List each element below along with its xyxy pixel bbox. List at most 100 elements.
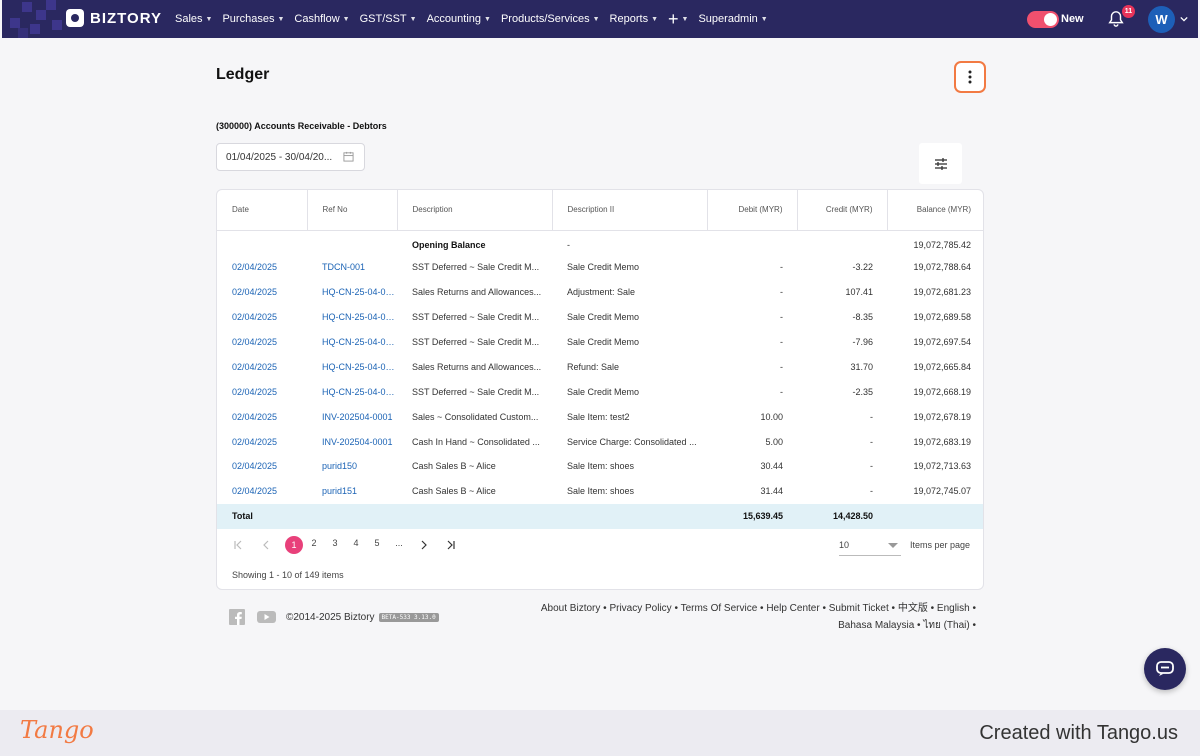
cell-desc2: Sale Credit Memo (567, 386, 640, 397)
cell-ref[interactable]: HQ-CN-25-04-0002 (322, 386, 397, 397)
footer-link-thai[interactable]: ไทย (Thai) (923, 620, 970, 631)
facebook-icon[interactable] (229, 609, 245, 625)
youtube-icon[interactable] (257, 609, 276, 625)
column-header-credit[interactable]: Credit (MYR) (797, 190, 888, 231)
column-header-date[interactable]: Date (217, 190, 308, 231)
table-row[interactable]: 02/04/2025 HQ-CN-25-04-0001 SST Deferred ~… (217, 305, 983, 330)
caret-down-icon: ▼ (484, 15, 491, 23)
cell-date[interactable]: 02/04/2025 (232, 461, 278, 472)
footer-link-submit-ticket[interactable]: Submit Ticket (828, 603, 889, 614)
footer-link-bahasa-malaysia[interactable]: Bahasa Malaysia (838, 620, 915, 631)
table-row[interactable]: 02/04/2025 HQ-CN-25-04-0001 Sales Returns … (217, 280, 983, 305)
cell-ref[interactable]: HQ-CN-25-04-0002 (322, 361, 397, 372)
new-ui-toggle[interactable] (1027, 11, 1059, 28)
biztory-logo-icon (66, 9, 84, 27)
cell-date[interactable]: 02/04/2025 (232, 486, 278, 497)
table-row[interactable]: 02/04/2025 HQ-CN-25-04-0002 SST Deferred ~… (217, 379, 983, 404)
cell-ref[interactable]: purid150 (322, 461, 358, 472)
page-5[interactable]: 5 (374, 538, 380, 548)
nav-item-superadmin[interactable]: Superadmin ▼ (693, 13, 772, 25)
cell-debit: - (780, 312, 783, 323)
caret-down-icon: ▼ (592, 15, 600, 23)
cell-balance: 19,072,678.19 (913, 411, 971, 422)
cell-date[interactable]: 02/04/2025 (232, 361, 278, 372)
caret-down-icon: ▼ (277, 15, 285, 23)
column-header-description-ii[interactable]: Description II (552, 190, 708, 231)
notification-bell-icon[interactable] (1107, 10, 1125, 28)
cell-ref[interactable]: HQ-CN-25-04-0001 (322, 312, 397, 323)
cell-date[interactable]: 02/04/2025 (232, 386, 278, 397)
column-header-description[interactable]: Description (397, 190, 553, 231)
table-row[interactable]: 02/04/2025 TDCN-001 SST Deferred ~ Sale Cr… (217, 255, 983, 280)
main-nav: Sales ▼ Purchases ▼ Cashflow ▼ GST/SST ▼ Account… (170, 0, 773, 38)
nav-item-sales[interactable]: Sales ▼ (170, 13, 217, 25)
calendar-icon[interactable] (343, 151, 354, 162)
items-per-page-select[interactable]: 10 (839, 536, 901, 556)
page-2[interactable]: 2 (311, 538, 317, 548)
opening-date (217, 230, 307, 255)
cell-date[interactable]: 02/04/2025 (232, 411, 278, 422)
cell-ref[interactable]: INV-202504-0001 (322, 436, 393, 447)
user-avatar[interactable]: W (1148, 6, 1175, 33)
cell-date[interactable]: 02/04/2025 (232, 262, 278, 273)
footer-link-help-center[interactable]: Help Center (766, 603, 820, 614)
nav-item-products-services[interactable]: Products/Services ▼ (496, 13, 605, 25)
footer-link-about-biztory[interactable]: About Biztory (540, 603, 601, 614)
showing-items-text: Showing 1 - 10 of 149 items (232, 570, 344, 580)
footer-link-terms-of-service[interactable]: Terms Of Service (680, 603, 758, 614)
cell-date[interactable]: 02/04/2025 (232, 337, 278, 347)
filter-settings-button[interactable] (919, 143, 962, 184)
nav-item-add[interactable]: + ▼ (663, 10, 693, 28)
page-ellipsis[interactable]: ... (395, 538, 403, 548)
cell-balance: 19,072,697.54 (913, 337, 971, 347)
cell-ref[interactable]: HQ-CN-25-04-0001 (322, 287, 397, 298)
nav-item-label: Purchases (222, 13, 275, 25)
table-row[interactable]: 02/04/2025 INV-202504-0001 Sales ~ Consoli… (217, 404, 983, 429)
opening-description-ii: - (567, 239, 570, 250)
page-4[interactable]: 4 (353, 538, 359, 548)
cell-date[interactable]: 02/04/2025 (232, 312, 278, 323)
cell-desc: SST Deferred ~ Sale Credit M... (412, 386, 540, 397)
cell-ref[interactable]: purid151 (322, 486, 358, 497)
cell-date[interactable]: 02/04/2025 (232, 436, 278, 447)
biztory-logo[interactable]: BIZTORY (66, 9, 162, 27)
cell-debit: - (780, 337, 783, 347)
page-1[interactable]: 1 (285, 536, 303, 554)
cell-ref[interactable]: INV-202504-0001 (322, 411, 393, 422)
footer-link-[interactable]: 中文版 (897, 603, 928, 614)
nav-item-reports[interactable]: Reports ▼ (605, 13, 663, 25)
next-page-icon[interactable] (419, 540, 429, 550)
table-row[interactable]: 02/04/2025 INV-202504-0001 Cash In Hand ~ … (217, 429, 983, 454)
cell-date[interactable]: 02/04/2025 (232, 287, 278, 298)
table-row[interactable]: 02/04/2025 HQ-CN-25-04-0001 SST Deferred ~… (217, 330, 983, 355)
cell-credit: 107.41 (845, 287, 873, 298)
column-header-debit[interactable]: Debit (MYR) (707, 190, 798, 231)
table-row[interactable]: 02/04/2025 HQ-CN-25-04-0002 Sales Returns … (217, 354, 983, 379)
cell-ref[interactable]: TDCN-001 (322, 262, 366, 273)
cell-ref[interactable]: HQ-CN-25-04-0001 (322, 337, 397, 347)
footer-link-privacy-policy[interactable]: Privacy Policy (609, 603, 672, 614)
nav-item-gst-sst[interactable]: GST/SST ▼ (355, 13, 422, 25)
table-row[interactable]: 02/04/2025 purid150 Cash Sales B ~ Alice Sa… (217, 454, 983, 479)
more-options-button[interactable] (954, 61, 986, 93)
pagination: 1 2 3 4 5... 10 Items per page (217, 528, 983, 558)
nav-item-cashflow[interactable]: Cashflow ▼ (289, 13, 354, 25)
last-page-icon[interactable] (446, 540, 456, 550)
sliders-icon (934, 157, 947, 170)
ledger-table-card: Date Ref No Description Description II D… (216, 189, 984, 590)
table-row[interactable]: 02/04/2025 purid151 Cash Sales B ~ Alice Sa… (217, 479, 983, 504)
nav-item-accounting[interactable]: Accounting ▼ (422, 13, 496, 25)
footer-link-english[interactable]: English (936, 603, 970, 614)
date-range-picker[interactable]: 01/04/2025 - 30/04/20... (216, 143, 365, 171)
column-header-ref-no[interactable]: Ref No (307, 190, 398, 231)
column-header-balance[interactable]: Balance (MYR) (887, 190, 983, 231)
nav-item-label: Superadmin (698, 13, 758, 25)
chevron-down-icon[interactable] (1180, 15, 1188, 23)
page-3[interactable]: 3 (332, 538, 338, 548)
previous-page-icon[interactable] (261, 540, 271, 550)
new-ui-toggle-label: New (1061, 13, 1084, 25)
first-page-icon[interactable] (233, 540, 243, 550)
nav-item-purchases[interactable]: Purchases ▼ (217, 13, 289, 25)
cell-credit: -8.35 (852, 312, 873, 323)
chat-support-button[interactable] (1144, 648, 1186, 690)
